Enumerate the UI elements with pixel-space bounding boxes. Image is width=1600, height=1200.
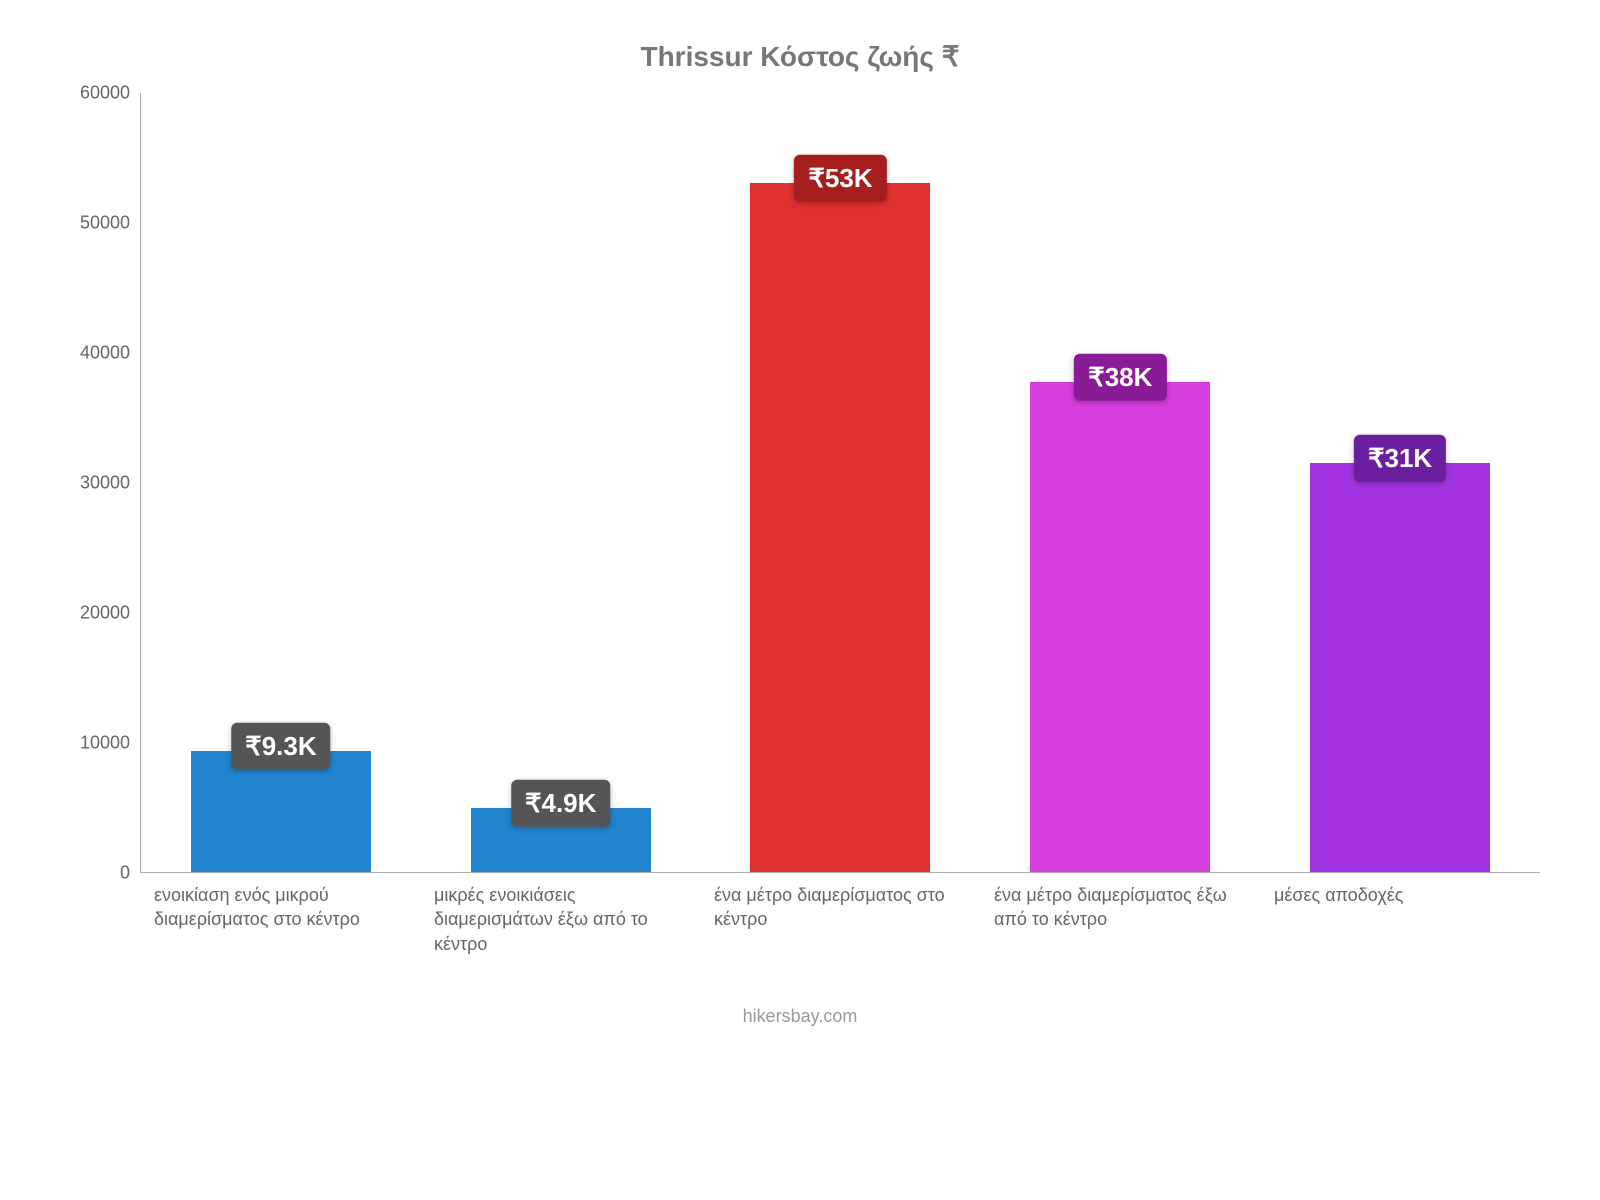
bar-value-label: ₹31K xyxy=(1354,434,1446,481)
bar: ₹4.9K xyxy=(471,808,651,872)
chart-credit: hikersbay.com xyxy=(60,1006,1540,1027)
bars-container: ₹9.3K ₹4.9K ₹53K ₹38K ₹31K xyxy=(141,93,1540,872)
bar-slot: ₹38K xyxy=(980,93,1260,872)
chart-title: Thrissur Κόστος ζωής ₹ xyxy=(60,40,1540,73)
bar-value-label: ₹38K xyxy=(1074,354,1166,401)
bar-slot: ₹9.3K xyxy=(141,93,421,872)
y-tick: 10000 xyxy=(80,733,130,754)
x-axis: ενοικίαση ενός μικρού διαμερίσματος στο … xyxy=(140,873,1540,956)
y-axis: 0100002000030000400005000060000 xyxy=(60,93,140,873)
x-tick: ενοικίαση ενός μικρού διαμερίσματος στο … xyxy=(140,873,420,956)
y-tick: 60000 xyxy=(80,83,130,104)
bar-value-label: ₹9.3K xyxy=(231,723,330,770)
bar: ₹31K xyxy=(1310,463,1490,873)
y-tick: 30000 xyxy=(80,473,130,494)
x-tick: ένα μέτρο διαμερίσματος έξω από το κέντρ… xyxy=(980,873,1260,956)
x-tick: ένα μέτρο διαμερίσματος στο κέντρο xyxy=(700,873,980,956)
bar-value-label: ₹53K xyxy=(794,155,886,202)
bar: ₹53K xyxy=(750,183,930,872)
bar-slot: ₹4.9K xyxy=(421,93,701,872)
chart-container: Thrissur Κόστος ζωής ₹ 0 10000 20000 30000 4… xyxy=(0,0,1600,1200)
y-tick: 0 xyxy=(120,863,130,884)
x-tick: μέσες αποδοχές xyxy=(1260,873,1540,956)
bar: ₹9.3K xyxy=(191,751,371,872)
x-tick: μικρές ενοικιάσεις διαμερισμάτων έξω από… xyxy=(420,873,700,956)
plot-row: 0100002000030000400005000060000 ₹9.3K₹4.… xyxy=(60,93,1540,873)
bar-slot: ₹53K xyxy=(701,93,981,872)
plot-area: ₹9.3K ₹4.9K ₹53K ₹38K ₹31K xyxy=(140,93,1540,873)
bar: ₹38K xyxy=(1030,382,1210,872)
y-tick: 20000 xyxy=(80,603,130,624)
y-tick: 50000 xyxy=(80,213,130,234)
bar-slot: ₹31K xyxy=(1260,93,1540,872)
y-tick: 40000 xyxy=(80,343,130,364)
bar-value-label: ₹4.9K xyxy=(511,780,610,827)
